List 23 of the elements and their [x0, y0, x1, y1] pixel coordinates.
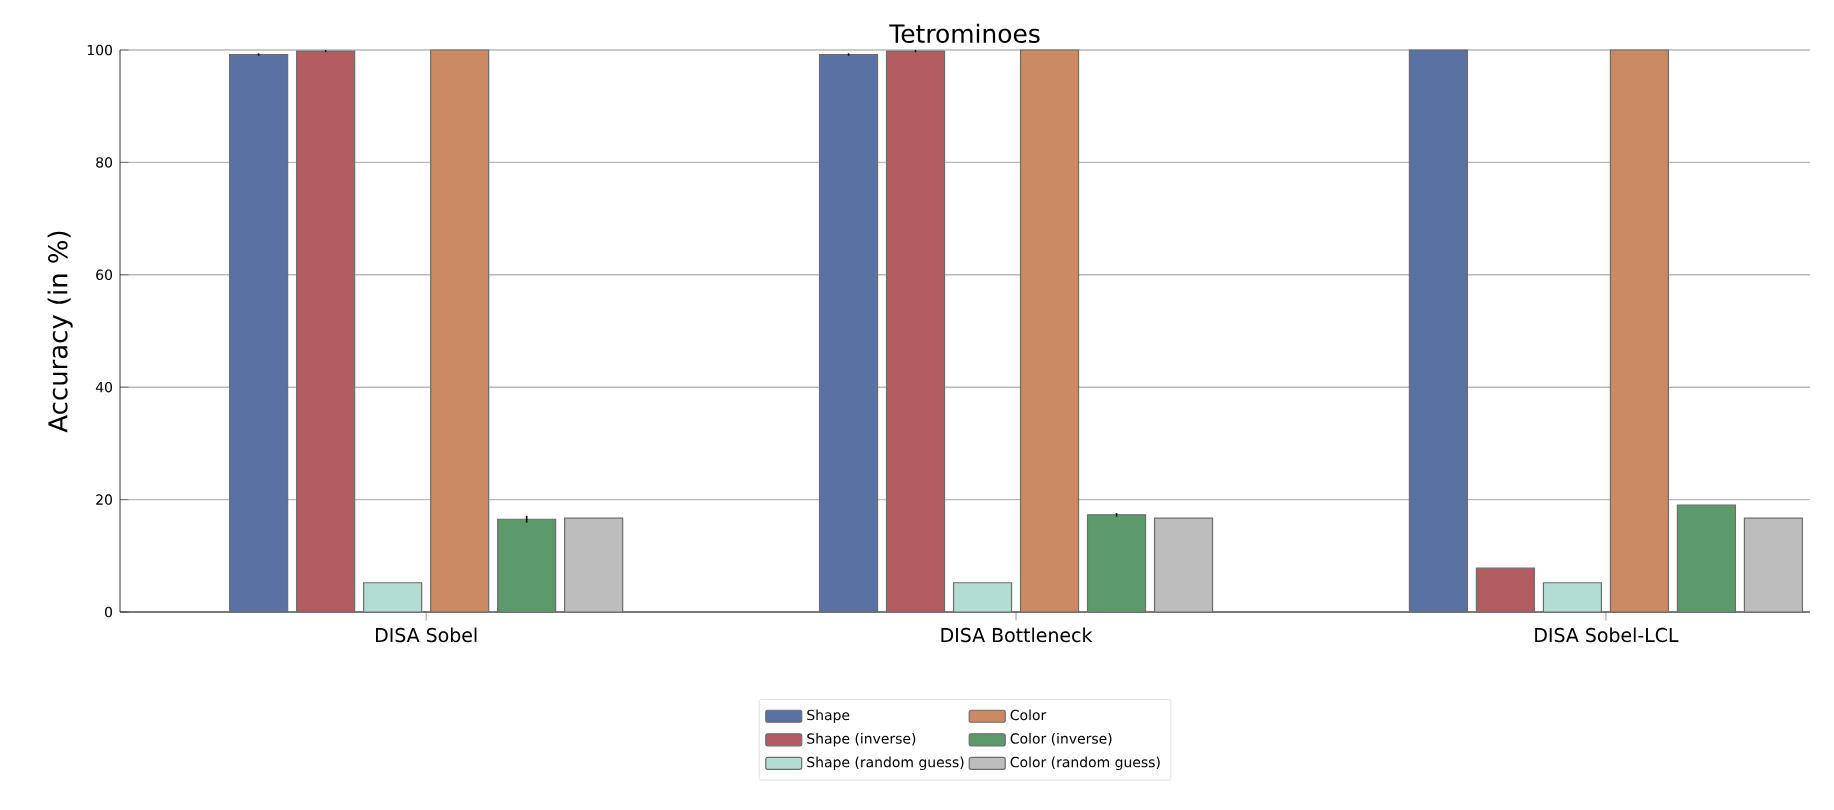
bar — [1153, 517, 1214, 613]
x-tick-label: DISA Sobel — [375, 627, 477, 643]
bar — [1609, 49, 1670, 613]
bar — [1086, 514, 1147, 613]
x-tick-label: DISA Bottleneck — [941, 627, 1093, 643]
bar — [1743, 517, 1804, 613]
bar — [430, 49, 490, 613]
chart-title: Tetrominoes — [889, 23, 1040, 43]
bar — [885, 50, 946, 613]
bar — [363, 582, 423, 613]
bar — [952, 582, 1013, 613]
bar — [1408, 49, 1469, 613]
bar — [818, 53, 879, 613]
bar — [497, 518, 557, 613]
bar — [1542, 582, 1603, 613]
bar — [1676, 504, 1737, 613]
bar — [1475, 567, 1536, 613]
bar — [296, 50, 356, 613]
y-axis-title: Accuracy (in %) — [47, 231, 73, 433]
x-tick-label: DISA Sobel-LCL — [1535, 627, 1679, 643]
bar — [1019, 49, 1080, 613]
bar — [564, 517, 624, 613]
bar — [229, 53, 289, 613]
